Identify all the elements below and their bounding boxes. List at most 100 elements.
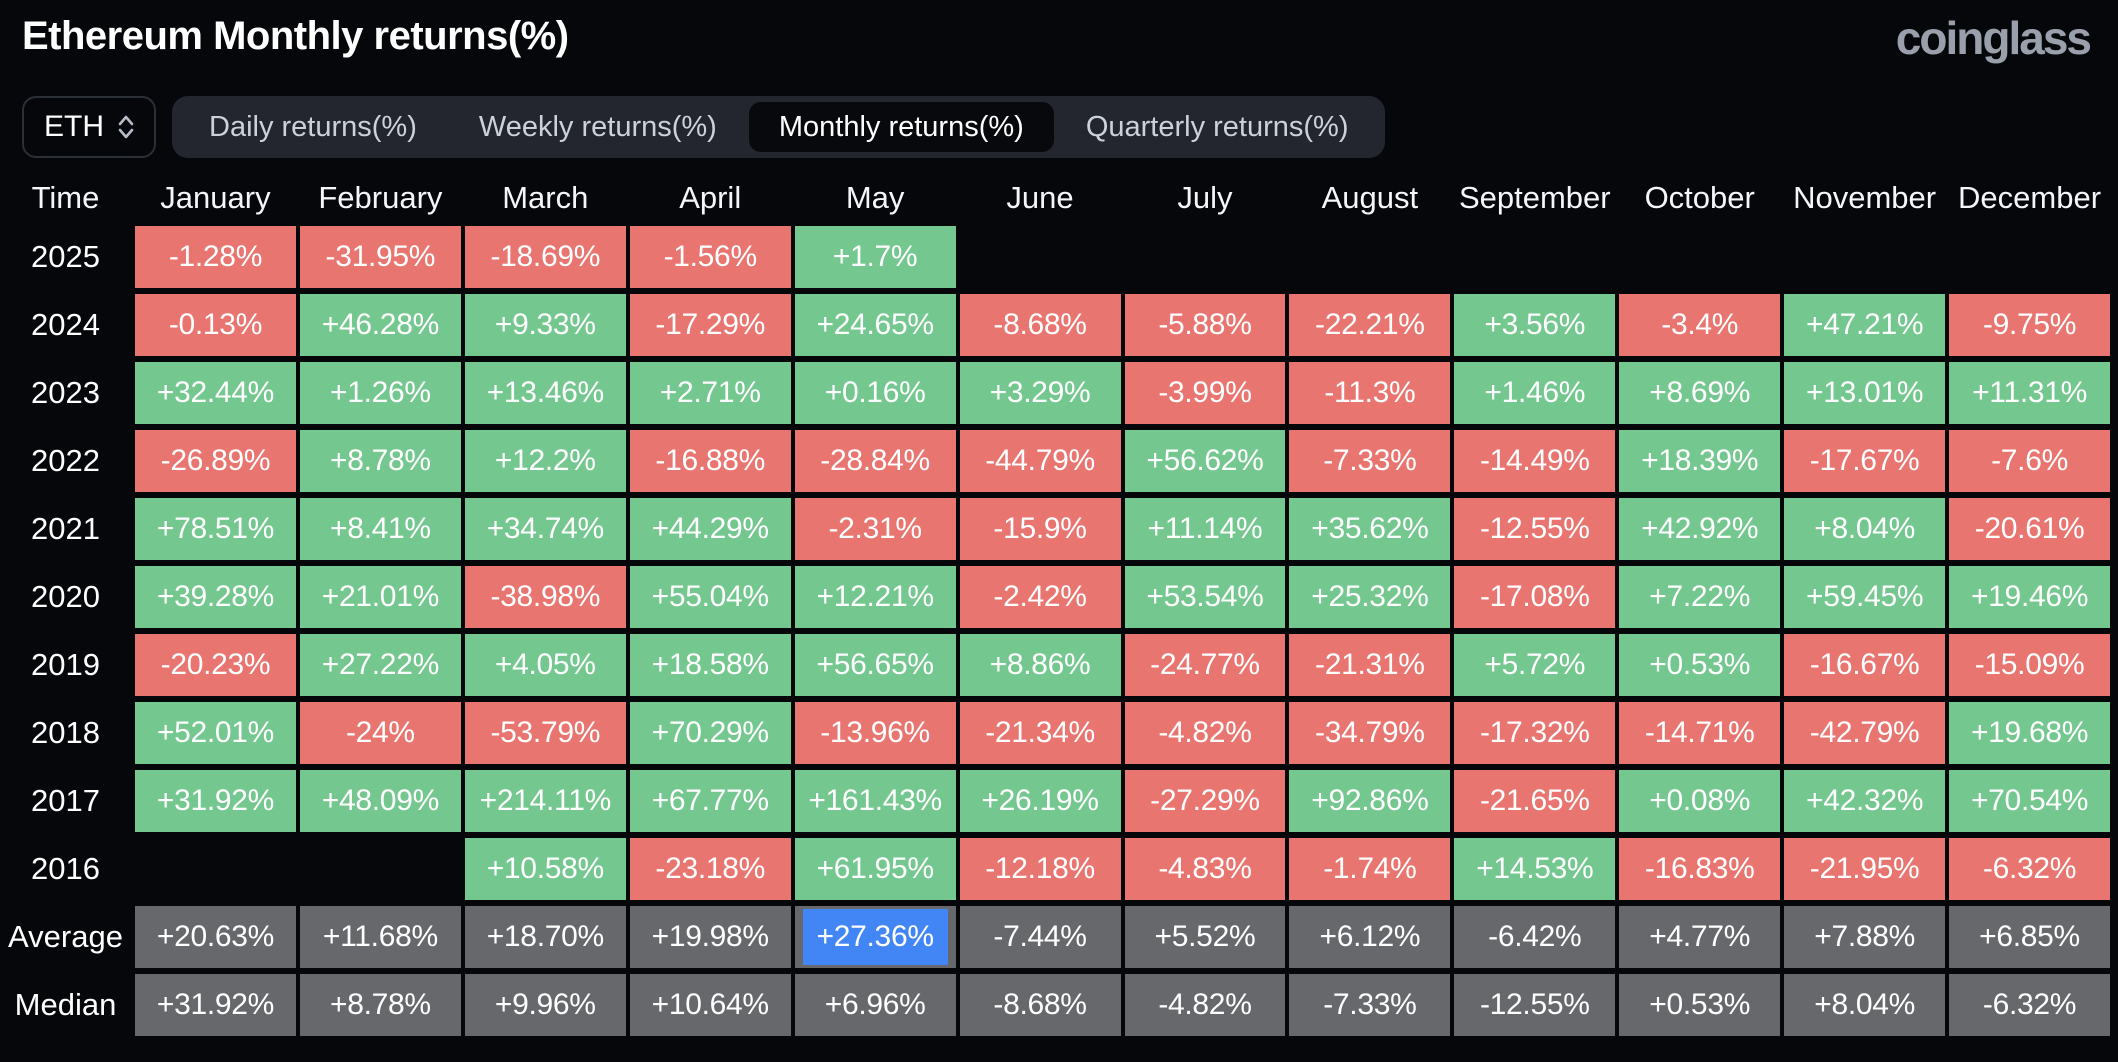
table-cell[interactable]: +34.74% [464,498,626,561]
table-cell[interactable]: -1.74% [1289,838,1451,901]
table-cell[interactable]: -20.61% [1949,498,2110,561]
table-cell[interactable]: -8.68% [959,974,1121,1037]
table-cell[interactable]: +46.28% [299,294,461,357]
table-cell[interactable]: +9.33% [464,294,626,357]
table-cell[interactable]: -14.49% [1454,430,1616,493]
table-cell[interactable]: +8.41% [299,498,461,561]
table-cell[interactable]: +3.29% [959,362,1121,425]
table-cell[interactable]: -17.67% [1784,430,1946,493]
table-cell[interactable]: +70.29% [629,702,791,765]
table-cell[interactable]: -16.88% [629,430,791,493]
table-cell[interactable]: +8.69% [1619,362,1781,425]
table-cell[interactable]: -15.9% [959,498,1121,561]
table-cell[interactable]: -31.95% [299,226,461,289]
table-cell[interactable]: +35.62% [1289,498,1451,561]
table-cell[interactable]: -8.68% [959,294,1121,357]
table-cell[interactable]: -42.79% [1784,702,1946,765]
table-cell[interactable]: +70.54% [1949,770,2110,833]
table-cell[interactable]: +3.56% [1454,294,1616,357]
table-cell[interactable]: +18.58% [629,634,791,697]
table-cell[interactable]: -16.83% [1619,838,1781,901]
table-cell[interactable]: +9.96% [464,974,626,1037]
table-cell[interactable]: -4.82% [1124,974,1286,1037]
table-cell[interactable]: -7.44% [959,906,1121,969]
table-cell[interactable]: +5.52% [1124,906,1286,969]
table-cell[interactable]: -34.79% [1289,702,1451,765]
table-cell[interactable]: -6.32% [1949,838,2110,901]
table-cell[interactable]: -21.65% [1454,770,1616,833]
table-cell[interactable]: +48.09% [299,770,461,833]
table-cell[interactable]: -26.89% [135,430,296,493]
table-cell[interactable]: -7.33% [1289,430,1451,493]
table-cell[interactable]: -28.84% [794,430,956,493]
table-cell[interactable]: -23.18% [629,838,791,901]
table-cell[interactable]: +8.04% [1784,498,1946,561]
table-cell[interactable]: -9.75% [1949,294,2110,357]
table-cell[interactable]: +14.53% [1454,838,1616,901]
table-cell[interactable]: -7.33% [1289,974,1451,1037]
table-cell[interactable]: +13.46% [464,362,626,425]
table-cell[interactable]: +6.85% [1949,906,2110,969]
table-cell[interactable]: -17.08% [1454,566,1616,629]
table-cell[interactable]: -4.83% [1124,838,1286,901]
table-cell[interactable]: +0.08% [1619,770,1781,833]
table-cell[interactable]: +18.39% [1619,430,1781,493]
table-cell[interactable]: -1.28% [135,226,296,289]
table-cell[interactable]: +8.78% [299,430,461,493]
table-cell[interactable]: +78.51% [135,498,296,561]
table-cell[interactable]: +6.96% [794,974,956,1037]
table-cell[interactable]: -4.82% [1124,702,1286,765]
symbol-select[interactable]: ETH [22,96,156,159]
table-cell[interactable]: -24.77% [1124,634,1286,697]
tab-quarterly-returns[interactable]: Quarterly returns(%) [1085,110,1349,143]
table-cell[interactable]: +8.78% [299,974,461,1037]
table-cell[interactable]: +25.32% [1289,566,1451,629]
table-cell[interactable]: -16.67% [1784,634,1946,697]
table-cell[interactable]: +53.54% [1124,566,1286,629]
table-cell[interactable]: -5.88% [1124,294,1286,357]
table-cell[interactable]: +44.29% [629,498,791,561]
table-cell[interactable]: +47.21% [1784,294,1946,357]
table-cell[interactable]: +92.86% [1289,770,1451,833]
tab-daily-returns[interactable]: Daily returns(%) [209,110,417,143]
table-cell[interactable]: +4.05% [464,634,626,697]
table-cell[interactable]: +31.92% [135,770,296,833]
table-cell[interactable]: +7.88% [1784,906,1946,969]
table-cell[interactable]: -20.23% [135,634,296,697]
table-cell[interactable]: -12.55% [1454,974,1616,1037]
table-cell[interactable]: -13.96% [794,702,956,765]
table-cell[interactable]: +59.45% [1784,566,1946,629]
tab-weekly-returns[interactable]: Weekly returns(%) [478,110,717,143]
table-cell[interactable]: +24.65% [794,294,956,357]
table-cell[interactable]: +52.01% [135,702,296,765]
table-cell[interactable]: +1.26% [299,362,461,425]
table-cell[interactable]: +39.28% [135,566,296,629]
table-cell[interactable]: -44.79% [959,430,1121,493]
table-cell[interactable]: -1.56% [629,226,791,289]
table-cell[interactable]: +8.86% [959,634,1121,697]
table-cell[interactable]: -7.6% [1949,430,2110,493]
table-cell[interactable]: +4.77% [1619,906,1781,969]
table-cell[interactable]: +19.68% [1949,702,2110,765]
table-cell[interactable]: +6.12% [1289,906,1451,969]
table-cell[interactable]: +55.04% [629,566,791,629]
table-cell[interactable]: +2.71% [629,362,791,425]
table-cell[interactable]: -12.55% [1454,498,1616,561]
table-cell[interactable]: -21.34% [959,702,1121,765]
table-cell[interactable]: +67.77% [629,770,791,833]
table-cell[interactable]: -6.42% [1454,906,1616,969]
table-cell[interactable]: -24% [299,702,461,765]
table-cell[interactable]: -17.29% [629,294,791,357]
table-cell[interactable]: +10.58% [464,838,626,901]
table-cell[interactable]: +42.32% [1784,770,1946,833]
table-cell[interactable]: -14.71% [1619,702,1781,765]
table-cell[interactable]: +11.14% [1124,498,1286,561]
table-cell[interactable]: +7.22% [1619,566,1781,629]
table-cell[interactable]: +11.31% [1949,362,2110,425]
table-cell[interactable]: -53.79% [464,702,626,765]
table-cell[interactable]: +0.53% [1619,634,1781,697]
table-cell[interactable]: +12.2% [464,430,626,493]
table-cell[interactable]: +1.46% [1454,362,1616,425]
table-cell[interactable]: +32.44% [135,362,296,425]
table-cell[interactable]: -2.31% [794,498,956,561]
